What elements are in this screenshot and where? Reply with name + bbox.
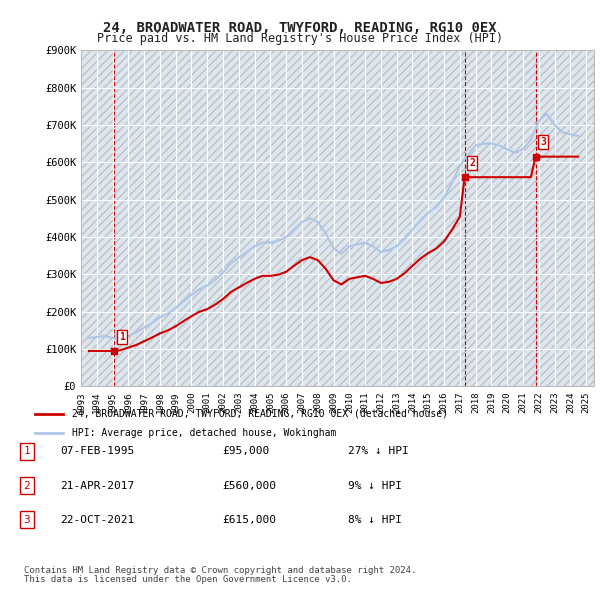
Text: 21-APR-2017: 21-APR-2017: [60, 481, 134, 490]
Text: £560,000: £560,000: [222, 481, 276, 490]
Text: 24, BROADWATER ROAD, TWYFORD, READING, RG10 0EX (detached house): 24, BROADWATER ROAD, TWYFORD, READING, R…: [71, 409, 448, 418]
Text: HPI: Average price, detached house, Wokingham: HPI: Average price, detached house, Woki…: [71, 428, 336, 438]
Text: This data is licensed under the Open Government Licence v3.0.: This data is licensed under the Open Gov…: [24, 575, 352, 584]
Text: 24, BROADWATER ROAD, TWYFORD, READING, RG10 0EX: 24, BROADWATER ROAD, TWYFORD, READING, R…: [103, 21, 497, 35]
Text: £615,000: £615,000: [222, 515, 276, 525]
Text: Price paid vs. HM Land Registry's House Price Index (HPI): Price paid vs. HM Land Registry's House …: [97, 32, 503, 45]
Text: 22-OCT-2021: 22-OCT-2021: [60, 515, 134, 525]
Text: 3: 3: [23, 515, 31, 525]
Text: 07-FEB-1995: 07-FEB-1995: [60, 447, 134, 456]
Text: 2: 2: [23, 481, 31, 490]
Text: 3: 3: [541, 137, 546, 148]
Text: 2: 2: [469, 158, 475, 168]
Text: 1: 1: [119, 332, 125, 342]
Text: 9% ↓ HPI: 9% ↓ HPI: [348, 481, 402, 490]
Text: £95,000: £95,000: [222, 447, 269, 456]
Text: 8% ↓ HPI: 8% ↓ HPI: [348, 515, 402, 525]
Text: 1: 1: [23, 447, 31, 456]
Text: 27% ↓ HPI: 27% ↓ HPI: [348, 447, 409, 456]
Text: Contains HM Land Registry data © Crown copyright and database right 2024.: Contains HM Land Registry data © Crown c…: [24, 566, 416, 575]
